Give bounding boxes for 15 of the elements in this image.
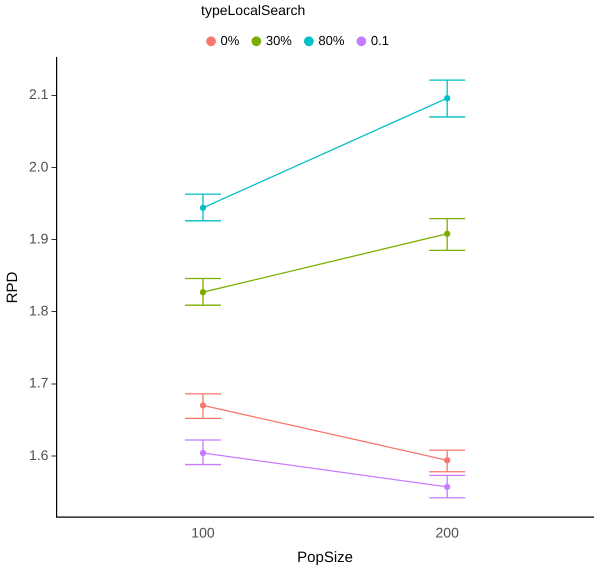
legend-label: 80%: [318, 32, 345, 48]
legend-label: 0.1: [370, 32, 389, 48]
x-axis-title: PopSize: [297, 549, 354, 566]
legend-label: 0%: [220, 32, 240, 48]
legend-title: typeLocalSearch: [201, 2, 306, 18]
y-tick-label: 2.1: [28, 86, 49, 102]
y-axis-title: RPD: [4, 272, 22, 304]
legend-label: 30%: [266, 32, 292, 48]
y-tick-label: 2.0: [28, 158, 49, 174]
y-tick-label: 1.7: [28, 374, 49, 391]
y-tick-label: 1.8: [28, 302, 49, 319]
x-tick-label: 100: [191, 524, 215, 540]
y-tick-label: 1.9: [28, 230, 49, 246]
y-tick-label: 1.6: [28, 446, 49, 463]
x-tick-label: 200: [436, 524, 460, 540]
